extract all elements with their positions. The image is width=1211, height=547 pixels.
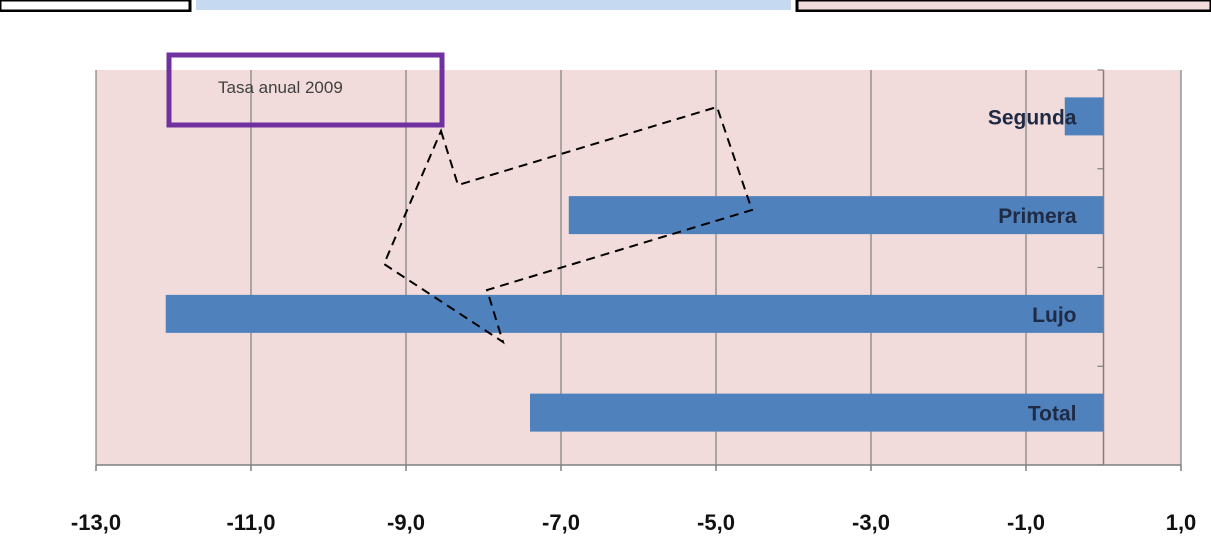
x-tick-label-1: -11,0 — [227, 510, 276, 535]
annotation-box — [166, 52, 445, 128]
annotation-text: Tasa anual 2009 — [218, 78, 343, 97]
top-decorative-strip — [0, 0, 1211, 12]
x-tick-label-4: -5,0 — [697, 510, 735, 535]
strip-right-block — [795, 0, 1211, 12]
bar-lujo — [165, 294, 1104, 333]
bar-primera — [568, 196, 1104, 235]
strip-left-block — [0, 0, 192, 12]
x-tick-label-7: 1,0 — [1166, 510, 1197, 535]
x-tick-label-0: -13,0 — [71, 510, 121, 535]
category-label-lujo: Lujo — [1032, 304, 1076, 327]
x-tick-label-6: -1,0 — [1007, 510, 1045, 535]
category-label-segunda: Segunda — [988, 106, 1077, 129]
x-tick-label-5: -3,0 — [852, 510, 890, 535]
bar-segunda — [1064, 97, 1104, 136]
x-tick-label-2: -9,0 — [387, 510, 425, 535]
x-tick-labels: -13,0 -11,0 -9,0 -7,0 -5,0 -3,0 -1,0 1,0 — [71, 510, 1196, 535]
category-labels: Segunda Primera Lujo Total — [988, 106, 1077, 425]
category-label-primera: Primera — [998, 205, 1077, 228]
strip-mid-block — [196, 0, 791, 10]
x-tick-label-3: -7,0 — [542, 510, 580, 535]
axes — [95, 69, 1182, 471]
category-label-total: Total — [1028, 403, 1077, 426]
dashed-arrow-shape — [382, 105, 754, 345]
bars — [165, 97, 1104, 432]
bar-total — [530, 393, 1104, 432]
